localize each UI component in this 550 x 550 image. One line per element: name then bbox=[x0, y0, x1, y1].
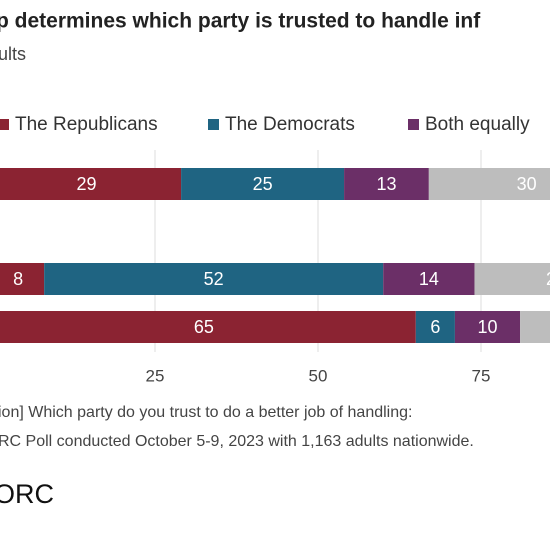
x-tick-label: 75 bbox=[472, 366, 491, 385]
bar-segment bbox=[520, 311, 550, 343]
legend-label: Both equally bbox=[425, 114, 530, 135]
bar-segment bbox=[344, 168, 429, 200]
data-label: 13 bbox=[376, 174, 396, 194]
data-label: 6 bbox=[430, 317, 440, 337]
legend-label: The Democrats bbox=[225, 114, 355, 135]
bar-segment bbox=[0, 263, 45, 295]
data-label: 10 bbox=[478, 317, 498, 337]
bar-segment bbox=[454, 311, 521, 343]
legend-swatch bbox=[208, 119, 219, 130]
chart-subtitle: ults bbox=[0, 44, 26, 64]
bar-segment bbox=[383, 263, 475, 295]
note: RC Poll conducted October 5-9, 2023 with… bbox=[0, 433, 474, 450]
bar-segment bbox=[474, 263, 550, 295]
legend-label: The Republicans bbox=[15, 114, 158, 135]
legend-swatch bbox=[408, 119, 419, 130]
data-label: 25 bbox=[253, 174, 273, 194]
data-label: 14 bbox=[419, 269, 439, 289]
chart-title: p determines which party is trusted to h… bbox=[0, 10, 481, 33]
data-label: 52 bbox=[204, 269, 224, 289]
x-tick-label: 50 bbox=[309, 366, 328, 385]
bar-segment bbox=[0, 311, 416, 343]
data-label: 30 bbox=[517, 174, 537, 194]
bar-segment bbox=[0, 168, 182, 200]
x-tick-label: 25 bbox=[146, 366, 165, 385]
note: ion] Which party do you trust to do a be… bbox=[0, 404, 412, 421]
legend-swatch bbox=[0, 119, 9, 130]
bar-segment bbox=[44, 263, 384, 295]
data-label: 65 bbox=[194, 317, 214, 337]
data-label: 29 bbox=[77, 174, 97, 194]
bar-segment bbox=[415, 311, 455, 343]
bar-segment bbox=[428, 168, 550, 200]
data-label: 25 bbox=[546, 269, 550, 289]
bar-segment bbox=[181, 168, 345, 200]
logo: ORC bbox=[0, 479, 54, 509]
data-label: 8 bbox=[13, 269, 23, 289]
